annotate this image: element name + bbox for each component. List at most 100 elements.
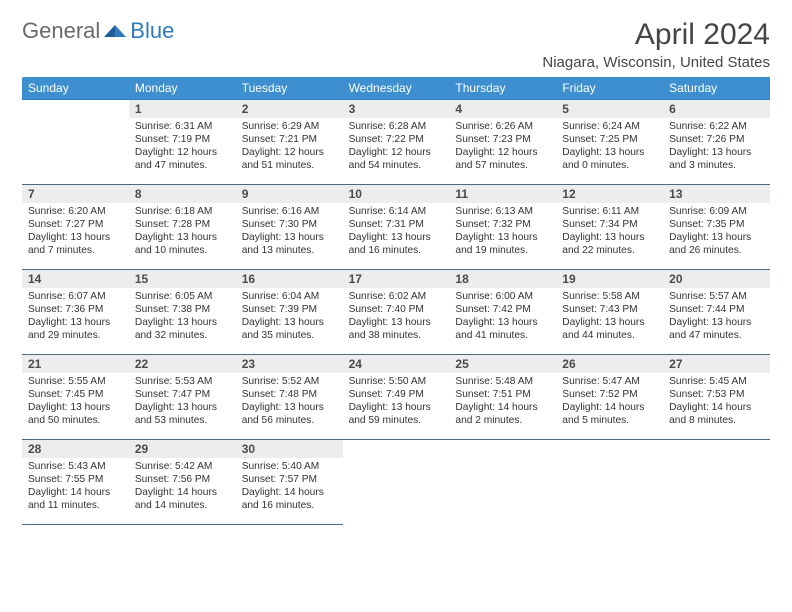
calendar-cell: 5Sunrise: 6:24 AMSunset: 7:25 PMDaylight… (556, 100, 663, 185)
day-number: 17 (343, 270, 450, 288)
day-info: Sunrise: 6:22 AMSunset: 7:26 PMDaylight:… (663, 118, 770, 174)
weekday-header: Monday (129, 77, 236, 100)
day-info: Sunrise: 5:53 AMSunset: 7:47 PMDaylight:… (129, 373, 236, 429)
title-block: April 2024 Niagara, Wisconsin, United St… (542, 18, 770, 71)
weekday-header: Thursday (449, 77, 556, 100)
calendar-grid: SundayMondayTuesdayWednesdayThursdayFrid… (22, 77, 770, 525)
day-number: 10 (343, 185, 450, 203)
weekday-header: Saturday (663, 77, 770, 100)
calendar-cell: 26Sunrise: 5:47 AMSunset: 7:52 PMDayligh… (556, 355, 663, 440)
day-info: Sunrise: 6:05 AMSunset: 7:38 PMDaylight:… (129, 288, 236, 344)
day-number: 27 (663, 355, 770, 373)
calendar-cell: 1Sunrise: 6:31 AMSunset: 7:19 PMDaylight… (129, 100, 236, 185)
day-info: Sunrise: 6:07 AMSunset: 7:36 PMDaylight:… (22, 288, 129, 344)
calendar-cell: 16Sunrise: 6:04 AMSunset: 7:39 PMDayligh… (236, 270, 343, 355)
day-number: 16 (236, 270, 343, 288)
day-info: Sunrise: 6:18 AMSunset: 7:28 PMDaylight:… (129, 203, 236, 259)
calendar-cell: 3Sunrise: 6:28 AMSunset: 7:22 PMDaylight… (343, 100, 450, 185)
calendar-cell: 13Sunrise: 6:09 AMSunset: 7:35 PMDayligh… (663, 185, 770, 270)
month-title: April 2024 (542, 18, 770, 52)
calendar-cell (449, 440, 556, 525)
day-number: 8 (129, 185, 236, 203)
calendar-cell: 22Sunrise: 5:53 AMSunset: 7:47 PMDayligh… (129, 355, 236, 440)
calendar-cell: 7Sunrise: 6:20 AMSunset: 7:27 PMDaylight… (22, 185, 129, 270)
day-number: 21 (22, 355, 129, 373)
calendar-cell: 10Sunrise: 6:14 AMSunset: 7:31 PMDayligh… (343, 185, 450, 270)
calendar-cell: 23Sunrise: 5:52 AMSunset: 7:48 PMDayligh… (236, 355, 343, 440)
day-info: Sunrise: 6:16 AMSunset: 7:30 PMDaylight:… (236, 203, 343, 259)
day-info: Sunrise: 6:02 AMSunset: 7:40 PMDaylight:… (343, 288, 450, 344)
day-info: Sunrise: 5:57 AMSunset: 7:44 PMDaylight:… (663, 288, 770, 344)
day-number: 22 (129, 355, 236, 373)
day-info: Sunrise: 5:40 AMSunset: 7:57 PMDaylight:… (236, 458, 343, 514)
calendar-cell: 20Sunrise: 5:57 AMSunset: 7:44 PMDayligh… (663, 270, 770, 355)
logo-word2: Blue (130, 18, 174, 44)
calendar-cell (343, 440, 450, 525)
calendar-cell: 27Sunrise: 5:45 AMSunset: 7:53 PMDayligh… (663, 355, 770, 440)
weekday-header: Tuesday (236, 77, 343, 100)
calendar-cell (22, 100, 129, 185)
page-header: General Blue April 2024 Niagara, Wiscons… (22, 18, 770, 71)
day-number: 2 (236, 100, 343, 118)
day-number: 19 (556, 270, 663, 288)
weekday-header: Sunday (22, 77, 129, 100)
weekday-header: Wednesday (343, 77, 450, 100)
calendar-cell: 15Sunrise: 6:05 AMSunset: 7:38 PMDayligh… (129, 270, 236, 355)
day-number: 9 (236, 185, 343, 203)
day-number: 24 (343, 355, 450, 373)
calendar-cell (663, 440, 770, 525)
day-info: Sunrise: 5:43 AMSunset: 7:55 PMDaylight:… (22, 458, 129, 514)
day-info: Sunrise: 6:04 AMSunset: 7:39 PMDaylight:… (236, 288, 343, 344)
day-info: Sunrise: 6:28 AMSunset: 7:22 PMDaylight:… (343, 118, 450, 174)
day-number: 12 (556, 185, 663, 203)
day-info: Sunrise: 6:00 AMSunset: 7:42 PMDaylight:… (449, 288, 556, 344)
day-info: Sunrise: 6:31 AMSunset: 7:19 PMDaylight:… (129, 118, 236, 174)
day-number: 25 (449, 355, 556, 373)
day-number: 18 (449, 270, 556, 288)
logo: General Blue (22, 18, 174, 44)
day-info: Sunrise: 5:45 AMSunset: 7:53 PMDaylight:… (663, 373, 770, 429)
day-info: Sunrise: 5:55 AMSunset: 7:45 PMDaylight:… (22, 373, 129, 429)
day-info: Sunrise: 6:26 AMSunset: 7:23 PMDaylight:… (449, 118, 556, 174)
logo-word1: General (22, 18, 100, 44)
day-number: 7 (22, 185, 129, 203)
calendar-cell: 8Sunrise: 6:18 AMSunset: 7:28 PMDaylight… (129, 185, 236, 270)
location-title: Niagara, Wisconsin, United States (542, 54, 770, 71)
day-number: 28 (22, 440, 129, 458)
day-info: Sunrise: 6:20 AMSunset: 7:27 PMDaylight:… (22, 203, 129, 259)
day-number: 3 (343, 100, 450, 118)
day-number: 5 (556, 100, 663, 118)
calendar-cell: 30Sunrise: 5:40 AMSunset: 7:57 PMDayligh… (236, 440, 343, 525)
logo-graphic (104, 21, 126, 42)
calendar-cell: 25Sunrise: 5:48 AMSunset: 7:51 PMDayligh… (449, 355, 556, 440)
calendar-cell: 12Sunrise: 6:11 AMSunset: 7:34 PMDayligh… (556, 185, 663, 270)
day-number: 13 (663, 185, 770, 203)
day-number: 15 (129, 270, 236, 288)
calendar-cell: 9Sunrise: 6:16 AMSunset: 7:30 PMDaylight… (236, 185, 343, 270)
calendar-cell: 17Sunrise: 6:02 AMSunset: 7:40 PMDayligh… (343, 270, 450, 355)
weekday-header: Friday (556, 77, 663, 100)
day-number: 30 (236, 440, 343, 458)
calendar-cell: 11Sunrise: 6:13 AMSunset: 7:32 PMDayligh… (449, 185, 556, 270)
day-info: Sunrise: 5:58 AMSunset: 7:43 PMDaylight:… (556, 288, 663, 344)
day-info: Sunrise: 6:13 AMSunset: 7:32 PMDaylight:… (449, 203, 556, 259)
day-number: 14 (22, 270, 129, 288)
day-info: Sunrise: 6:09 AMSunset: 7:35 PMDaylight:… (663, 203, 770, 259)
day-number: 4 (449, 100, 556, 118)
calendar-cell (556, 440, 663, 525)
day-number: 23 (236, 355, 343, 373)
calendar-cell: 18Sunrise: 6:00 AMSunset: 7:42 PMDayligh… (449, 270, 556, 355)
day-info: Sunrise: 6:11 AMSunset: 7:34 PMDaylight:… (556, 203, 663, 259)
calendar-cell: 14Sunrise: 6:07 AMSunset: 7:36 PMDayligh… (22, 270, 129, 355)
day-number: 11 (449, 185, 556, 203)
calendar-cell: 29Sunrise: 5:42 AMSunset: 7:56 PMDayligh… (129, 440, 236, 525)
day-info: Sunrise: 5:47 AMSunset: 7:52 PMDaylight:… (556, 373, 663, 429)
day-info: Sunrise: 5:42 AMSunset: 7:56 PMDaylight:… (129, 458, 236, 514)
day-info: Sunrise: 5:52 AMSunset: 7:48 PMDaylight:… (236, 373, 343, 429)
day-info: Sunrise: 6:24 AMSunset: 7:25 PMDaylight:… (556, 118, 663, 174)
calendar-cell: 19Sunrise: 5:58 AMSunset: 7:43 PMDayligh… (556, 270, 663, 355)
day-info: Sunrise: 5:48 AMSunset: 7:51 PMDaylight:… (449, 373, 556, 429)
calendar-cell: 2Sunrise: 6:29 AMSunset: 7:21 PMDaylight… (236, 100, 343, 185)
day-number: 1 (129, 100, 236, 118)
day-number: 26 (556, 355, 663, 373)
